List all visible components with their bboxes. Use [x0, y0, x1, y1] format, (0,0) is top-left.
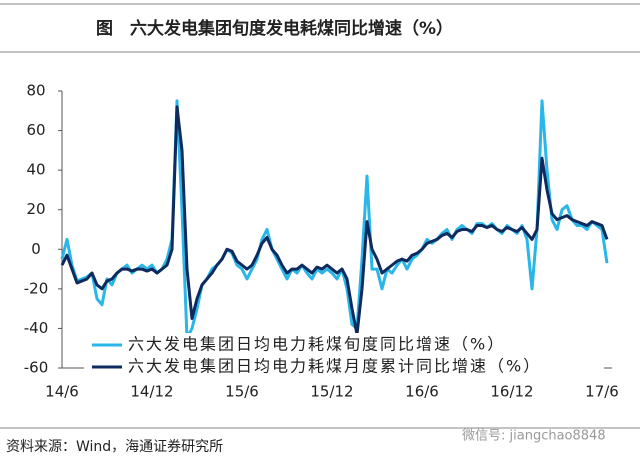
x-tick-label: 17/6 [585, 383, 619, 401]
chart-title: 图 六大发电集团旬度发电耗煤同比增速（%） [96, 18, 453, 39]
y-tick-label: 60 [26, 121, 45, 139]
legend-box [84, 333, 604, 379]
x-tick-label: 16/12 [490, 383, 533, 401]
x-tick-label: 15/6 [225, 383, 259, 401]
y-tick-label: 40 [26, 161, 45, 179]
series-line [60, 99, 609, 340]
source: 资料来源：Wind，海通证券研究所 [6, 439, 223, 455]
y-tick-label: -60 [24, 359, 49, 377]
legend-label: 六大发电集团日均电力耗煤月度累计同比增速（%） [128, 357, 541, 376]
legend-label: 六大发电集团日均电力耗煤旬度同比增速（%） [128, 335, 505, 354]
watermark: 微信号: jiangchao8848 [462, 429, 606, 444]
x-tick-label: 14/6 [45, 383, 79, 401]
y-tick-label: 0 [31, 240, 41, 258]
series-line [60, 105, 609, 336]
y-tick-label: -40 [24, 319, 49, 337]
y-tick-label: 80 [26, 82, 45, 100]
y-tick-label: -20 [24, 279, 49, 297]
x-tick-label: 16/6 [405, 383, 439, 401]
y-tick-label: 20 [26, 200, 45, 218]
x-tick-label: 14/12 [130, 383, 173, 401]
x-tick-label: 15/12 [310, 383, 353, 401]
